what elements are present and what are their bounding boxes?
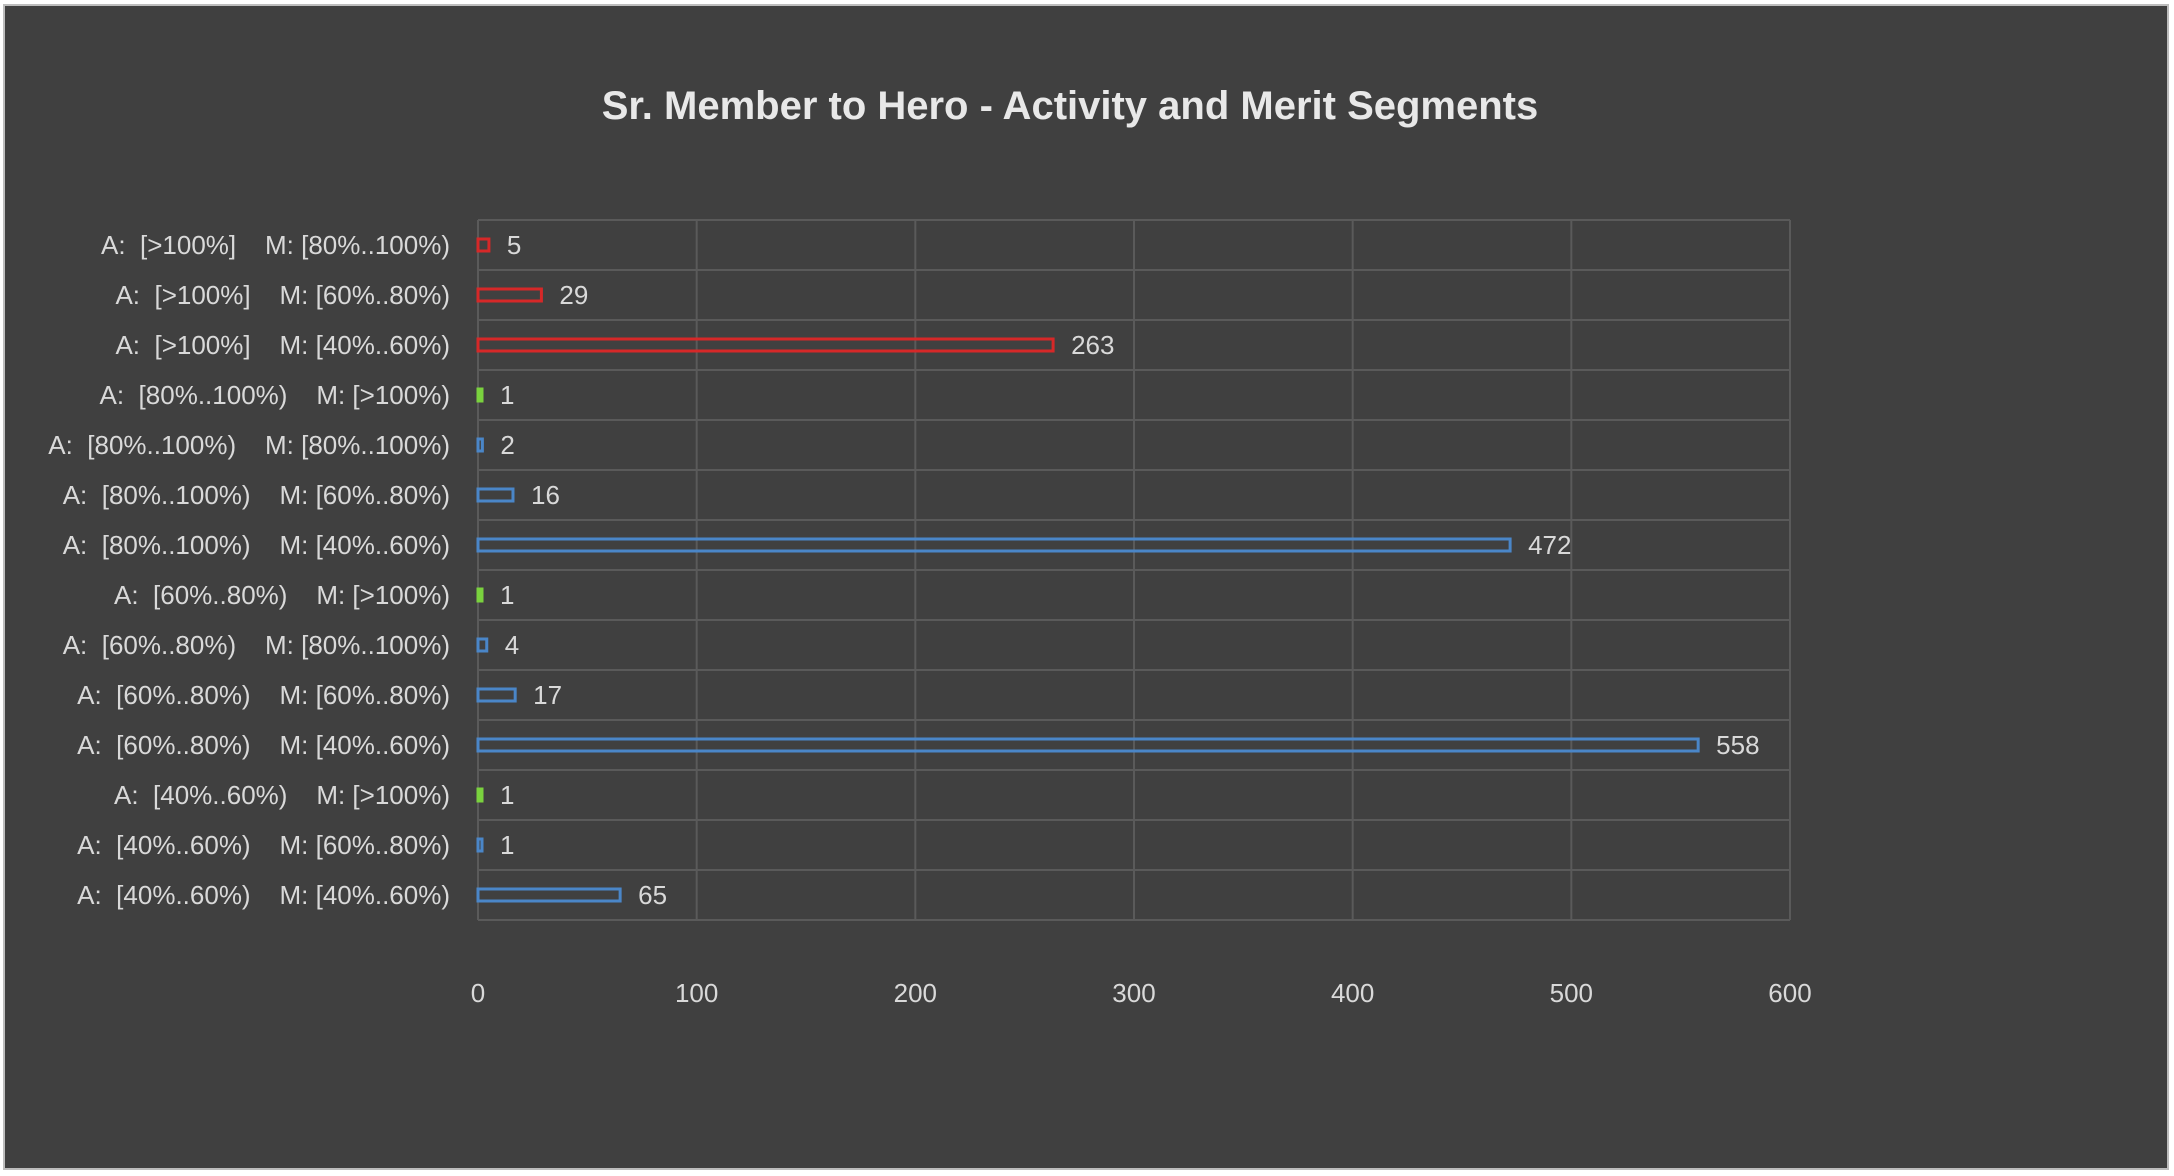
category-label: A: [60%..80%) M: [40%..60%) (77, 730, 450, 760)
category-label: A: [60%..80%) M: [80%..100%) (63, 630, 450, 660)
bar (476, 287, 543, 303)
bar (476, 587, 484, 603)
data-label: 65 (638, 880, 667, 910)
bar (476, 737, 1700, 753)
x-tick-label: 400 (1331, 978, 1374, 1008)
data-label: 1 (500, 380, 514, 410)
bar (476, 687, 517, 703)
data-label: 1 (500, 830, 514, 860)
bar (476, 887, 622, 903)
data-label: 29 (559, 280, 588, 310)
x-axis-tick-labels: 0 100 200 300 400 500 600 (471, 978, 1812, 1008)
category-label: A: [60%..80%) M: [>100%) (114, 580, 450, 610)
category-label: A: [>100%] M: [60%..80%) (115, 280, 450, 310)
category-label: A: [40%..60%) M: [>100%) (114, 780, 450, 810)
data-label: 5 (507, 230, 521, 260)
x-tick-label: 600 (1768, 978, 1811, 1008)
x-tick-label: 500 (1550, 978, 1593, 1008)
category-label: A: [80%..100%) M: [40%..60%) (63, 530, 450, 560)
chart-svg: Sr. Member to Hero - Activity and Merit … (48, 84, 1812, 1008)
data-labels: 5 29 263 1 2 16 472 1 4 17 558 1 1 65 (500, 230, 1760, 910)
category-label: A: [40%..60%) M: [40%..60%) (77, 880, 450, 910)
data-label: 472 (1528, 530, 1571, 560)
category-label: A: [40%..60%) M: [60%..80%) (77, 830, 450, 860)
bar (476, 837, 484, 853)
x-tick-label: 200 (894, 978, 937, 1008)
data-label: 2 (500, 430, 514, 460)
bar (476, 787, 484, 803)
category-labels: A: [>100%] M: [80%..100%) A: [>100%] M: [… (48, 230, 450, 910)
bar (476, 237, 491, 253)
x-tick-label: 0 (471, 978, 485, 1008)
category-label: A: [80%..100%) M: [>100%) (100, 380, 450, 410)
data-label: 16 (531, 480, 560, 510)
data-label: 1 (500, 580, 514, 610)
category-label: A: [>100%] M: [40%..60%) (115, 330, 450, 360)
chart-frame: Sr. Member to Hero - Activity and Merit … (3, 4, 2169, 1170)
bar (476, 387, 484, 403)
category-label: A: [80%..100%) M: [60%..80%) (63, 480, 450, 510)
data-label: 4 (505, 630, 519, 660)
data-label: 1 (500, 780, 514, 810)
bar (476, 537, 1512, 553)
category-label: A: [>100%] M: [80%..100%) (101, 230, 450, 260)
chart-title: Sr. Member to Hero - Activity and Merit … (602, 84, 1539, 128)
category-label: A: [80%..100%) M: [80%..100%) (48, 430, 450, 460)
bar (476, 487, 515, 503)
gridlines (477, 219, 1791, 921)
data-label: 263 (1071, 330, 1114, 360)
bars (476, 237, 1700, 903)
data-label: 558 (1716, 730, 1759, 760)
bar (476, 637, 489, 653)
bar (476, 337, 1055, 353)
x-tick-label: 100 (675, 978, 718, 1008)
data-label: 17 (533, 680, 562, 710)
x-tick-label: 300 (1112, 978, 1155, 1008)
category-label: A: [60%..80%) M: [60%..80%) (77, 680, 450, 710)
bar (476, 437, 484, 453)
